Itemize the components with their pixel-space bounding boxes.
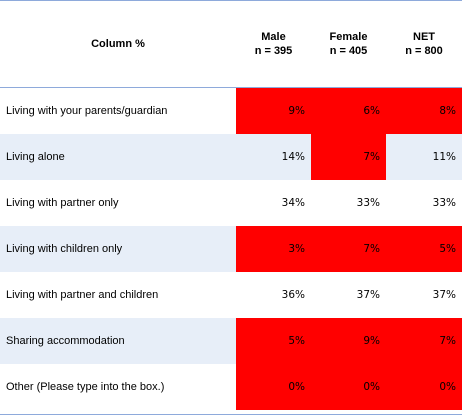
value-cell: 14% — [236, 134, 311, 180]
value-cell: 0% — [311, 364, 386, 410]
column-name: NET — [413, 31, 435, 43]
table-row: Living with partner and children 36% 37% 37… — [0, 272, 462, 318]
value-cell: 7% — [311, 134, 386, 180]
row-label: Living with partner and children — [6, 289, 159, 301]
table-row: Living alone 14% 7% 11% — [0, 134, 462, 180]
table-row: Living with partner only 34% 33% 33% — [0, 180, 462, 226]
row-label: Other (Please type into the box.) — [6, 381, 165, 393]
row-label: Living with children only — [0, 226, 236, 272]
value-cell: 6% — [311, 87, 386, 134]
table-row: Living with children only 3% 7% 5% — [0, 226, 462, 272]
column-base: n = 405 — [329, 45, 368, 57]
value-cell: 9% — [236, 87, 311, 134]
table-row: Other (Please type into the box.) 0% 0% 0% — [0, 364, 462, 410]
value-cell: 0% — [386, 364, 462, 410]
column-base: n = 395 — [254, 45, 293, 57]
table-body: Living with your parents/guardian 9% 6% 8% L… — [0, 87, 462, 410]
row-label: Sharing accommodation — [0, 318, 236, 364]
header-label: Column % — [91, 38, 145, 50]
column-header-net: NET n = 800 — [386, 1, 462, 88]
value-cell: 34% — [281, 197, 305, 209]
value-cell: 8% — [386, 87, 462, 134]
value-cell: 36% — [281, 289, 305, 301]
header-row: Column % Male n = 395 Female n = 405 NET… — [0, 1, 462, 88]
value-cell: 5% — [386, 226, 462, 272]
row-label: Living with partner only — [6, 197, 119, 209]
value-cell: 37% — [432, 289, 456, 301]
value-cell: 5% — [236, 318, 311, 364]
column-name: Male — [261, 31, 286, 43]
column-base: n = 800 — [405, 45, 443, 57]
table-row: Living with your parents/guardian 9% 6% 8% — [0, 87, 462, 134]
value-cell: 7% — [311, 226, 386, 272]
row-label: Living with your parents/guardian — [0, 87, 236, 134]
value-cell: 3% — [236, 226, 311, 272]
row-label: Living alone — [0, 134, 236, 180]
value-cell: 0% — [236, 364, 311, 410]
column-header-male: Male n = 395 — [236, 1, 311, 88]
value-cell: 9% — [311, 318, 386, 364]
value-cell: 33% — [356, 197, 380, 209]
value-cell: 33% — [432, 197, 456, 209]
table-row: Sharing accommodation 5% 9% 7% — [0, 318, 462, 364]
column-header-female: Female n = 405 — [311, 1, 386, 88]
column-name: Female — [329, 31, 368, 43]
value-cell: 7% — [386, 318, 462, 364]
value-cell: 11% — [386, 134, 462, 180]
value-cell: 37% — [356, 289, 380, 301]
